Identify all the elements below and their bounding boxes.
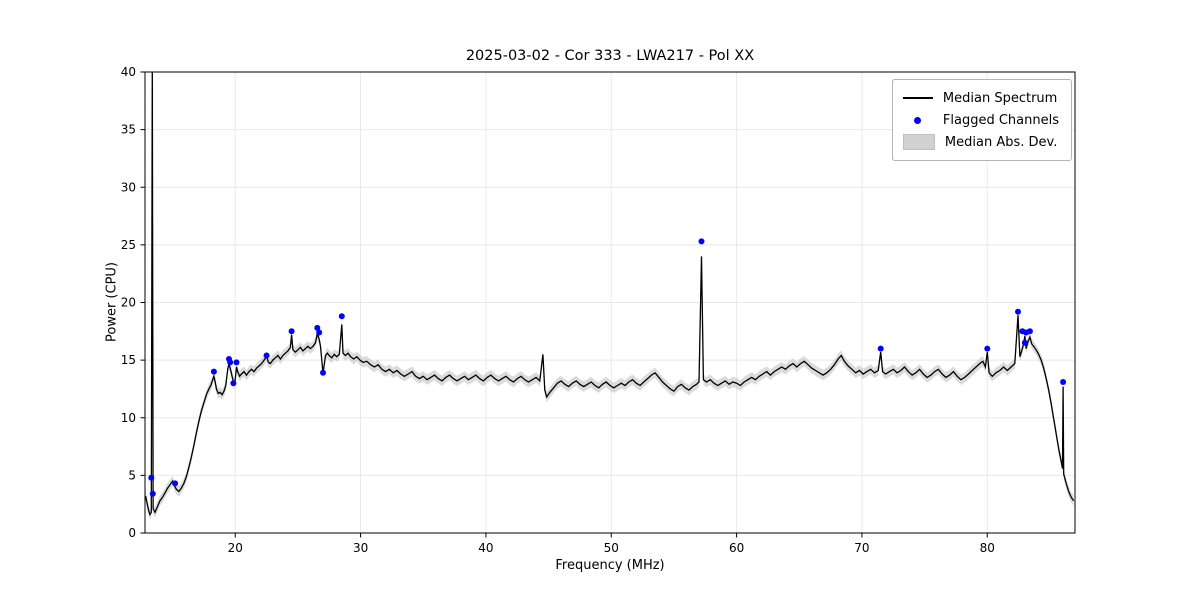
flagged-dot-swatch-wrap [903, 116, 933, 124]
x-tick-label: 70 [854, 541, 869, 555]
flagged-dots [148, 238, 1067, 497]
tick-marks [140, 71, 988, 538]
flagged-channel-dot [148, 474, 155, 481]
y-tick-label: 15 [121, 353, 136, 367]
flagged-channel-dot [1015, 308, 1021, 315]
flagged-channel-dot [288, 328, 295, 335]
y-tick-label: 25 [121, 238, 136, 252]
median-line-swatch [902, 97, 933, 99]
flagged-channel-dot [698, 238, 705, 245]
x-tick-label: 80 [980, 541, 995, 555]
flagged-dot-swatch [914, 116, 922, 124]
y-tick-label: 30 [121, 180, 136, 194]
median-line [145, 72, 1075, 517]
flagged-channel-dot [230, 380, 237, 387]
legend-item-flagged: Flagged Channels [903, 109, 1059, 131]
flagged-channel-dot [233, 359, 240, 366]
flagged-channel-dot [316, 329, 323, 336]
y-tick-label: 10 [121, 411, 136, 425]
legend-label-flagged: Flagged Channels [942, 112, 1059, 128]
x-axis-label: Frequency (MHz) [555, 558, 665, 573]
x-tick-label: 60 [729, 541, 744, 555]
legend-item-median: Median Spectrum [902, 87, 1059, 109]
flagged-channel-dot [210, 368, 217, 375]
y-tick-label: 20 [121, 296, 136, 310]
flagged-channel-dot [314, 324, 321, 331]
y-tick-label: 35 [121, 123, 136, 137]
tick-labels: 20 30 40 50 60 70 80 0 5 10 15 20 25 30 35 40 [121, 65, 995, 555]
x-tick-label: 20 [228, 541, 243, 555]
legend-label-mad: Median Abs. Dev. [944, 134, 1058, 150]
flagged-channel-dot [1021, 339, 1028, 346]
flagged-channel-dot [227, 359, 234, 366]
flagged-channel-dot [263, 352, 270, 359]
x-tick-label: 40 [478, 541, 493, 555]
y-tick-label: 5 [128, 468, 136, 482]
legend: Median Spectrum Flagged Channels Median … [891, 79, 1072, 161]
flagged-channel-dot [149, 490, 156, 497]
x-tick-label: 30 [353, 541, 368, 555]
y-tick-label: 0 [128, 526, 136, 540]
flagged-channel-dot [1026, 328, 1033, 335]
flagged-channel-dot [172, 480, 179, 487]
flagged-channel-dot [338, 313, 345, 320]
y-tick-label: 40 [121, 65, 136, 79]
chart-title: 2025-03-02 - Cor 333 - LWA217 - Pol XX [465, 48, 755, 64]
flagged-channel-dot [984, 345, 991, 352]
legend-label-median: Median Spectrum [942, 90, 1058, 106]
flagged-channel-dot [877, 345, 884, 352]
flagged-channel-dot [320, 369, 326, 376]
flagged-channel-dot [1060, 379, 1067, 385]
mad-patch-swatch [902, 134, 935, 150]
x-tick-label: 50 [604, 541, 619, 555]
legend-item-mad: Median Abs. Dev. [902, 131, 1059, 153]
